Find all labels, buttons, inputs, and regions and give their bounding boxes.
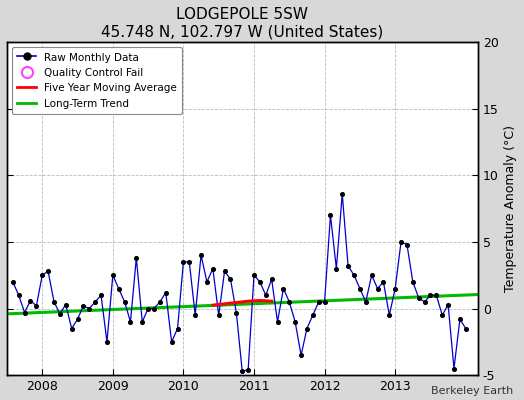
Point xyxy=(168,339,176,345)
Point xyxy=(450,365,458,372)
Point xyxy=(132,255,140,261)
Point xyxy=(326,212,335,218)
Point xyxy=(91,299,100,305)
Point xyxy=(320,299,329,305)
Point xyxy=(126,319,135,325)
Point xyxy=(156,299,164,305)
Point xyxy=(397,239,405,245)
Point xyxy=(414,295,423,301)
Point xyxy=(32,303,40,309)
Point xyxy=(108,272,117,278)
Point xyxy=(367,272,376,278)
Point xyxy=(209,265,217,272)
Point xyxy=(427,292,435,298)
Point xyxy=(8,279,17,285)
Point xyxy=(185,259,193,265)
Point xyxy=(350,272,358,278)
Point xyxy=(256,279,264,285)
Point xyxy=(261,292,270,298)
Point xyxy=(61,301,70,308)
Point xyxy=(150,305,158,312)
Point xyxy=(314,299,323,305)
Point xyxy=(373,285,381,292)
Point xyxy=(173,325,182,332)
Point xyxy=(85,305,93,312)
Point xyxy=(274,319,282,325)
Point xyxy=(56,311,64,317)
Point xyxy=(303,325,311,332)
Point xyxy=(114,285,123,292)
Point xyxy=(432,292,441,298)
Point xyxy=(267,276,276,282)
Point xyxy=(409,279,417,285)
Point xyxy=(50,299,58,305)
Point xyxy=(309,312,317,318)
Point xyxy=(221,268,229,274)
Point xyxy=(232,309,241,316)
Point xyxy=(297,352,305,358)
Point xyxy=(238,368,246,374)
Point xyxy=(391,285,399,292)
Point xyxy=(344,263,352,269)
Point xyxy=(97,292,105,298)
Point xyxy=(144,305,152,312)
Point xyxy=(214,312,223,318)
Point xyxy=(438,312,446,318)
Point xyxy=(226,276,235,282)
Point xyxy=(73,316,82,322)
Point xyxy=(161,289,170,296)
Point xyxy=(285,299,293,305)
Point xyxy=(38,272,47,278)
Point xyxy=(191,312,200,318)
Point xyxy=(403,241,411,248)
Point xyxy=(103,339,111,345)
Point xyxy=(197,252,205,258)
Point xyxy=(356,285,364,292)
Point xyxy=(379,279,388,285)
Point xyxy=(68,325,76,332)
Point xyxy=(15,292,23,298)
Point xyxy=(332,265,341,272)
Legend: Raw Monthly Data, Quality Control Fail, Five Year Moving Average, Long-Term Tren: Raw Monthly Data, Quality Control Fail, … xyxy=(12,47,182,114)
Point xyxy=(338,191,346,197)
Point xyxy=(179,259,188,265)
Point xyxy=(462,325,470,332)
Point xyxy=(279,285,288,292)
Point xyxy=(291,319,299,325)
Point xyxy=(20,309,29,316)
Point xyxy=(203,279,211,285)
Point xyxy=(420,299,429,305)
Point xyxy=(250,272,258,278)
Point xyxy=(244,367,253,373)
Point xyxy=(362,299,370,305)
Point xyxy=(44,268,52,274)
Point xyxy=(444,301,452,308)
Point xyxy=(121,299,129,305)
Text: Berkeley Earth: Berkeley Earth xyxy=(431,386,514,396)
Point xyxy=(138,319,146,325)
Point xyxy=(79,303,88,309)
Point xyxy=(456,316,464,322)
Point xyxy=(26,297,35,304)
Point xyxy=(385,312,394,318)
Title: LODGEPOLE 5SW
45.748 N, 102.797 W (United States): LODGEPOLE 5SW 45.748 N, 102.797 W (Unite… xyxy=(101,7,384,39)
Y-axis label: Temperature Anomaly (°C): Temperature Anomaly (°C) xyxy=(504,125,517,292)
